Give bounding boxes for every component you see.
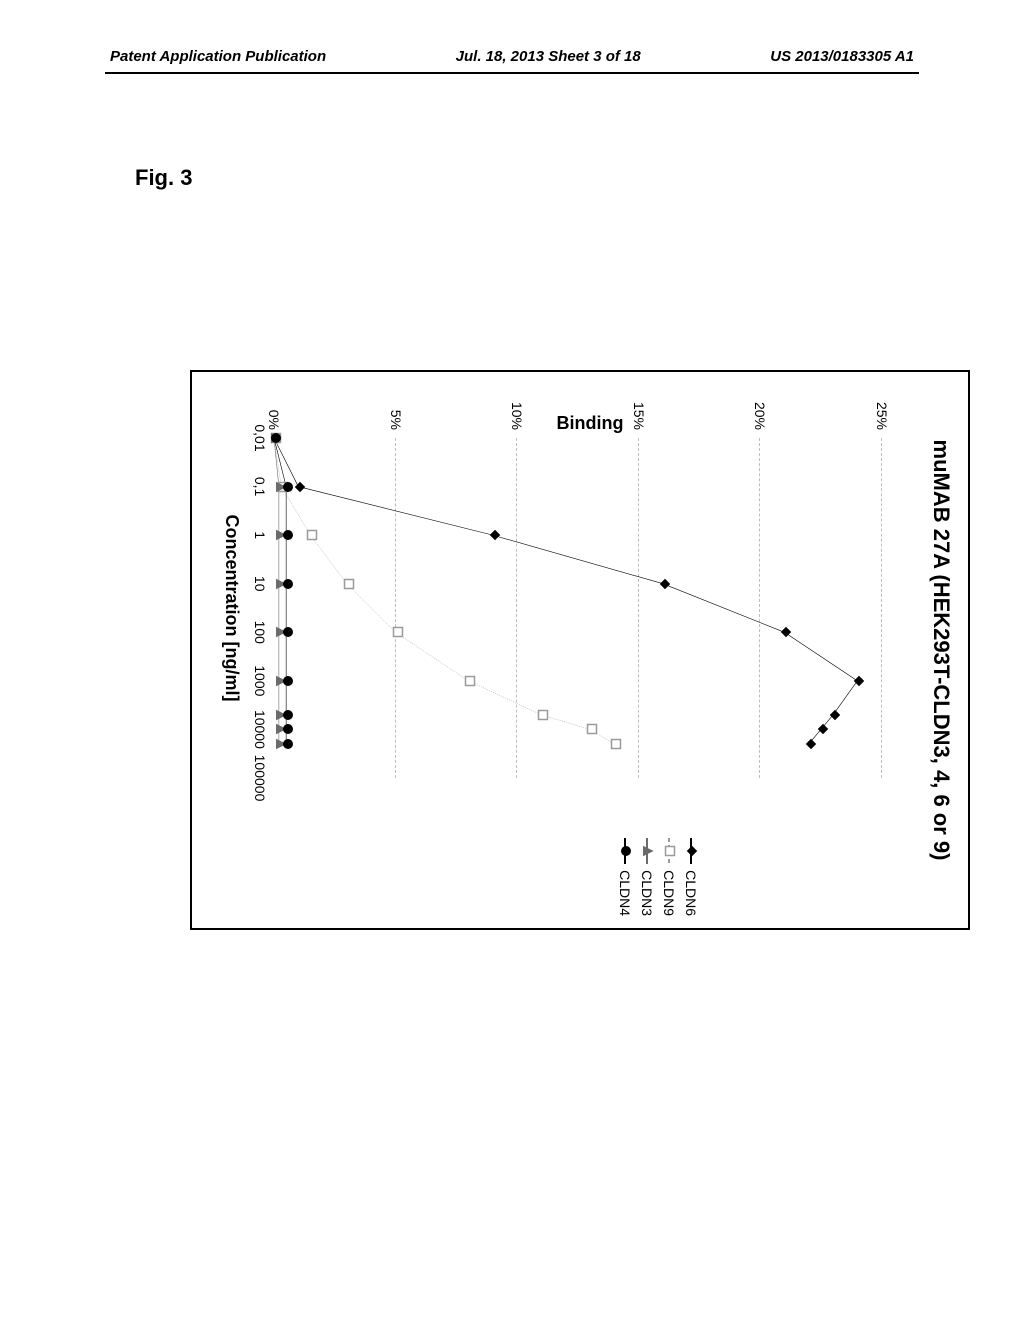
y-axis-label: Binding (557, 413, 624, 434)
legend-item-CLDN6: CLDN6 (683, 838, 699, 916)
chart-box: muMAB 27A (HEK293T-CLDN3, 4, 6 or 9) Bin… (190, 370, 970, 930)
marker-CLDN6 (812, 723, 830, 735)
marker-CLDN4 (265, 432, 283, 444)
marker-CLDN9 (387, 626, 405, 638)
marker-CLDN4 (277, 529, 295, 541)
header-rule (105, 72, 919, 74)
marker-CLDN6 (654, 578, 672, 590)
marker-CLDN9 (581, 723, 599, 735)
marker-CLDN4 (277, 578, 295, 590)
marker-CLDN9 (532, 709, 550, 721)
legend-label: CLDN9 (661, 870, 677, 916)
legend-label: CLDN6 (683, 870, 699, 916)
marker-CLDN6 (848, 675, 866, 687)
plot-area: Binding Concentration [ng/ml] 0%5%10%15%… (274, 438, 906, 778)
legend-item-CLDN3: CLDN3 (639, 838, 655, 916)
marker-CLDN9 (301, 529, 319, 541)
marker-CLDN4 (277, 723, 295, 735)
chart-container: muMAB 27A (HEK293T-CLDN3, 4, 6 or 9) Bin… (190, 370, 970, 930)
legend-item-CLDN9: CLDN9 (661, 838, 677, 916)
y-tick-label: 15% (631, 402, 647, 438)
square-icon (661, 845, 677, 857)
triangle-icon (639, 845, 655, 857)
header-right: US 2013/0183305 A1 (770, 48, 914, 65)
figure-label: Fig. 3 (135, 165, 192, 191)
y-tick-label: 20% (752, 402, 768, 438)
legend-label: CLDN4 (617, 870, 633, 916)
chart-title: muMAB 27A (HEK293T-CLDN3, 4, 6 or 9) (928, 372, 954, 928)
marker-CLDN9 (338, 578, 356, 590)
marker-CLDN6 (775, 626, 793, 638)
marker-CLDN4 (277, 709, 295, 721)
y-tick-label: 10% (509, 402, 525, 438)
marker-CLDN4 (277, 481, 295, 493)
marker-CLDN6 (484, 529, 502, 541)
legend-label: CLDN3 (639, 870, 655, 916)
diamond-icon (683, 845, 699, 857)
marker-CLDN4 (277, 675, 295, 687)
x-tick-label: 100000 (252, 755, 274, 802)
marker-CLDN4 (277, 626, 295, 638)
page-header: Patent Application Publication Jul. 18, … (0, 48, 1024, 65)
marker-CLDN6 (824, 709, 842, 721)
y-tick-label: 5% (388, 410, 404, 438)
marker-CLDN9 (605, 738, 623, 750)
marker-CLDN9 (459, 675, 477, 687)
legend: CLDN6 CLDN9 CLDN3 CLDN4 (611, 838, 705, 916)
legend-item-CLDN4: CLDN4 (617, 838, 633, 916)
y-tick-label: 25% (874, 402, 890, 438)
marker-CLDN4 (277, 738, 295, 750)
header-left: Patent Application Publication (110, 48, 326, 65)
marker-CLDN6 (800, 738, 818, 750)
circle-icon (617, 845, 633, 857)
header-center: Jul. 18, 2013 Sheet 3 of 18 (456, 48, 641, 65)
